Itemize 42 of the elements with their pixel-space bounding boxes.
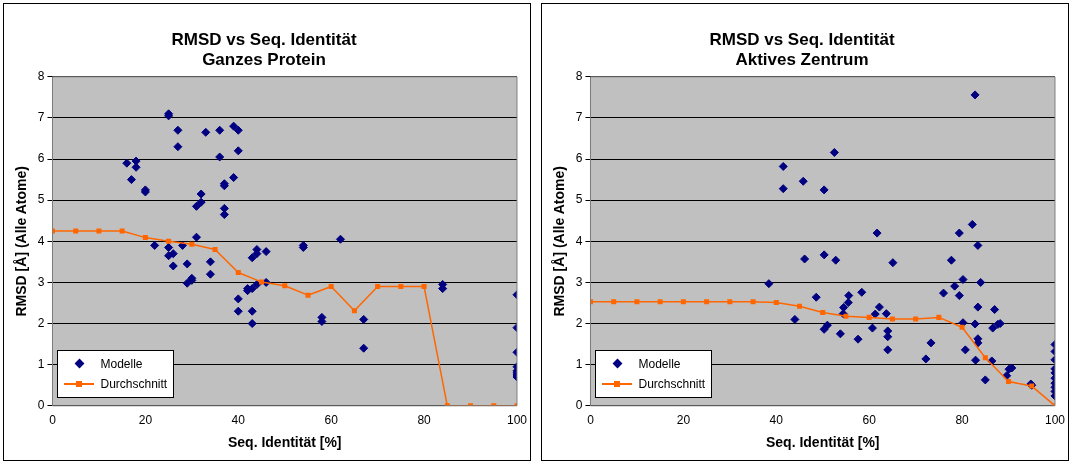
y-tick-label: 8 — [575, 69, 583, 84]
x-axis-title: Seq. Identität [%] — [765, 434, 880, 451]
y-tick-label: 5 — [37, 192, 45, 207]
y-tick-label: 0 — [575, 398, 583, 413]
x-axis-title: Seq. Identität [%] — [227, 434, 342, 451]
y-tick-label: 8 — [37, 69, 45, 84]
x-tick-label: 40 — [231, 413, 246, 428]
chart-subtitle: Aktives Zentrum — [735, 50, 869, 70]
y-tick-label: 3 — [37, 274, 45, 289]
y-axis-title: RMSD [Å] (Alle Atome) — [551, 166, 568, 317]
x-tick-label: 0 — [49, 413, 57, 428]
x-tick-label: 40 — [769, 413, 784, 428]
chart-subtitle: Ganzes Protein — [202, 50, 326, 70]
y-tick-label: 3 — [575, 274, 583, 289]
x-tick-label: 0 — [587, 413, 595, 428]
chart-title: RMSD vs Seq. Identität — [171, 29, 357, 49]
y-tick-label: 7 — [37, 110, 45, 125]
x-tick-label: 20 — [138, 413, 153, 428]
y-tick-label: 6 — [575, 151, 583, 166]
x-tick-label: 100 — [1044, 413, 1066, 428]
y-tick-label: 4 — [37, 233, 45, 248]
x-tick-label: 60 — [862, 413, 877, 428]
x-tick-label: 60 — [324, 413, 339, 428]
x-tick-label: 80 — [417, 413, 432, 428]
y-tick-label: 1 — [575, 356, 583, 371]
x-tick-label: 20 — [676, 413, 691, 428]
legend-label: Modelle — [638, 356, 681, 371]
x-tick-label: 100 — [506, 413, 528, 428]
y-tick-label: 7 — [575, 110, 583, 125]
chart-title: RMSD vs Seq. Identität — [709, 29, 895, 49]
y-tick-label: 0 — [37, 398, 45, 413]
legend-label: Durchschnitt — [638, 376, 706, 391]
y-tick-label: 2 — [575, 315, 583, 330]
legend-label: Modelle — [100, 356, 143, 371]
y-tick-label: 6 — [37, 151, 45, 166]
x-tick-label: 80 — [955, 413, 970, 428]
y-tick-label: 1 — [37, 356, 45, 371]
y-tick-label: 5 — [575, 192, 583, 207]
y-tick-label: 2 — [37, 315, 45, 330]
y-axis-title: RMSD [Å] (Alle Atome) — [13, 166, 30, 317]
y-tick-label: 4 — [575, 233, 583, 248]
legend-label: Durchschnitt — [100, 376, 168, 391]
